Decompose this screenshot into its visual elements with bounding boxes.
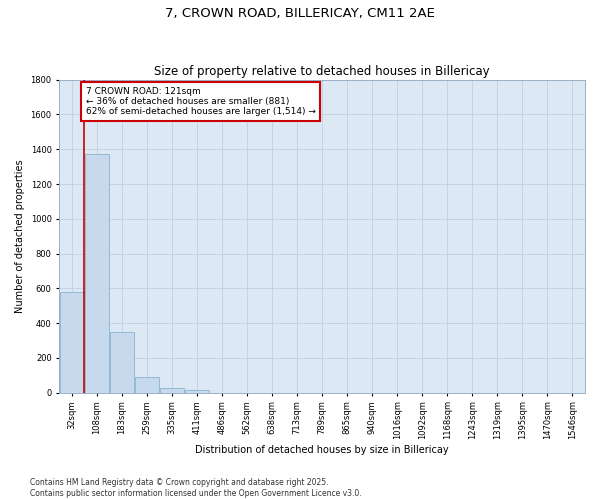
Bar [110,332,134,392]
Bar [160,388,184,392]
Bar [85,154,109,392]
X-axis label: Distribution of detached houses by size in Billericay: Distribution of detached houses by size … [196,445,449,455]
Y-axis label: Number of detached properties: Number of detached properties [15,160,25,313]
Text: 7, CROWN ROAD, BILLERICAY, CM11 2AE: 7, CROWN ROAD, BILLERICAY, CM11 2AE [165,8,435,20]
Text: 7 CROWN ROAD: 121sqm
← 36% of detached houses are smaller (881)
62% of semi-deta: 7 CROWN ROAD: 121sqm ← 36% of detached h… [86,86,316,117]
Title: Size of property relative to detached houses in Billericay: Size of property relative to detached ho… [154,66,490,78]
Bar [185,390,209,392]
Bar [60,292,84,392]
Text: Contains HM Land Registry data © Crown copyright and database right 2025.
Contai: Contains HM Land Registry data © Crown c… [30,478,362,498]
Bar [135,377,159,392]
